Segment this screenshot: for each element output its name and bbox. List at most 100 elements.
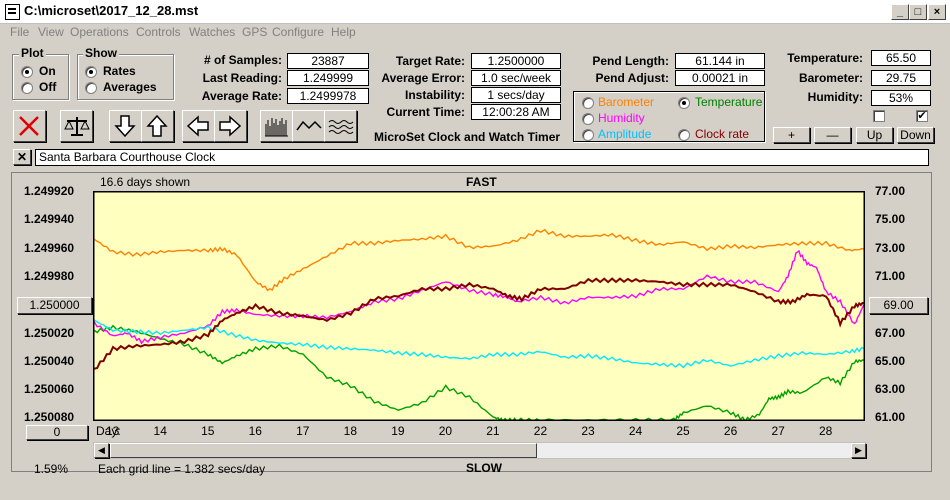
y-left-tick-label: 1.249940 [24, 212, 75, 227]
maximize-button[interactable]: □ [909, 4, 927, 20]
show-rates-radio[interactable] [85, 66, 97, 78]
temp-center-button[interactable]: 69.00 [869, 297, 928, 314]
plus-button[interactable]: + [773, 127, 810, 143]
overlay-clock-rate-label: Clock rate [695, 127, 750, 141]
plot-on-radio[interactable] [21, 66, 33, 78]
temperature-field: 65.50 [871, 50, 931, 66]
y-left-tick-label: 1.250060 [24, 382, 75, 397]
x-tick-label: 23 [581, 424, 595, 438]
y-right-tick-label: 61.00 [875, 410, 906, 425]
overlay-amplitude-radio[interactable] [582, 129, 594, 141]
grid-note: Each grid line = 1.382 secs/day [98, 462, 266, 476]
target-rate-field[interactable]: 1.2500000 [471, 53, 561, 69]
bar-graph-button[interactable] [260, 110, 293, 142]
close-button[interactable]: × [928, 4, 946, 20]
x-tick-label: 18 [343, 424, 358, 438]
humidity-field: 53% [871, 90, 931, 106]
menu-view[interactable]: View [38, 25, 64, 39]
calibrate-button[interactable] [60, 110, 93, 142]
show-averages-radio[interactable] [85, 82, 97, 94]
wave-chart-icon [328, 120, 354, 134]
arrow-down-icon [114, 115, 136, 138]
series-line-barometer [93, 228, 865, 292]
scroll-right-button[interactable] [214, 110, 247, 142]
line-graph-button[interactable] [292, 110, 325, 142]
clear-clock-button[interactable]: ✕ [13, 149, 31, 165]
y-right-tick-label: 73.00 [875, 240, 906, 255]
overlay-barometer-radio[interactable] [582, 97, 594, 109]
rate-center-button[interactable]: 1.250000 [17, 297, 92, 314]
instability-label: Instability: [404, 88, 465, 102]
current-time-label: Current Time: [386, 105, 465, 119]
fast-label: FAST [466, 175, 497, 189]
instability-field: 1 secs/day [471, 87, 561, 103]
overlay-clock-rate-radio[interactable] [678, 129, 690, 141]
show-averages-label: Averages [103, 80, 157, 94]
barometer-label: Barometer: [798, 71, 863, 85]
x-tick-label: 21 [486, 424, 500, 438]
samples-label: # of Samples: [203, 53, 282, 67]
chart-plot [93, 191, 865, 421]
bar-chart-icon [265, 118, 288, 137]
close-x-icon [19, 116, 39, 136]
x-tick-label: 28 [818, 424, 833, 438]
menu-gps[interactable]: GPS [242, 25, 268, 39]
minus-button[interactable]: — [814, 127, 851, 143]
x-tick-label: 16 [248, 424, 262, 438]
horizontal-scrollbar[interactable]: ◀ ▶ [93, 442, 867, 459]
plot-off-radio[interactable] [21, 82, 33, 94]
pend-length-label: Pend Length: [592, 54, 669, 68]
overlay-humidity-label: Humidity [598, 111, 645, 125]
pend-length-field[interactable]: 61.144 in [675, 53, 765, 69]
show-group-title: Show [83, 46, 119, 60]
checkbox-2[interactable]: ✔ [916, 110, 928, 122]
average-rate-field: 1.2499978 [287, 88, 369, 104]
down-button[interactable]: Down [897, 127, 934, 143]
slow-label: SLOW [466, 461, 502, 475]
title-bar: C:\microset\2017_12_28.mst _ □ × [0, 0, 950, 24]
menu-help[interactable]: Help [331, 25, 356, 39]
pend-adjust-label: Pend Adjust: [595, 71, 669, 85]
wave-graph-button[interactable] [324, 110, 357, 142]
scroll-up-button[interactable] [141, 110, 174, 142]
scroll-down-button[interactable] [109, 110, 142, 142]
scroll-left-button[interactable] [182, 110, 215, 142]
scroll-left-arrow-icon[interactable]: ◀ [94, 443, 109, 458]
overlay-temperature-label: Temperature [695, 95, 763, 109]
current-time-field: 12:00:28 AM [471, 104, 561, 120]
offset-zero-button[interactable]: 0 [26, 425, 88, 440]
minimize-button[interactable]: _ [891, 4, 909, 20]
series-line-clock-rate [93, 277, 865, 370]
y-right-tick-label: 77.00 [875, 184, 906, 198]
x-tick-label: 17 [296, 424, 310, 438]
target-rate-label: Target Rate: [395, 54, 465, 68]
pend-adjust-field: 0.00021 in [675, 70, 765, 86]
average-error-label: Average Error: [381, 71, 465, 85]
up-button[interactable]: Up [856, 127, 893, 143]
barometer-field: 29.75 [871, 70, 931, 86]
scroll-thumb[interactable] [110, 443, 537, 458]
last-reading-field: 1.249999 [287, 70, 369, 86]
overlay-humidity-radio[interactable] [582, 113, 594, 125]
menu-operations[interactable]: Operations [70, 25, 129, 39]
series-line-temperature [93, 324, 865, 421]
stop-button[interactable] [13, 110, 46, 142]
checkbox-1[interactable] [873, 110, 885, 122]
app-icon [5, 4, 20, 20]
clock-name-field[interactable]: Santa Barbara Courthouse Clock [35, 149, 929, 166]
scroll-right-arrow-icon[interactable]: ▶ [851, 443, 866, 458]
overlay-temperature-radio[interactable] [678, 97, 690, 109]
menu-watches[interactable]: Watches [189, 25, 236, 39]
temperature-label: Temperature: [787, 51, 863, 65]
arrow-up-icon [146, 114, 168, 137]
day-prefix: Day: [96, 424, 121, 438]
menu-configure[interactable]: Configure [272, 25, 325, 39]
x-tick-label: 19 [391, 424, 405, 438]
y-left-tick-label: 1.250080 [24, 410, 75, 425]
y-right-tick-label: 65.00 [875, 353, 906, 368]
menu-file[interactable]: File [10, 25, 30, 39]
plot-off-label: Off [39, 80, 57, 94]
last-reading-label: Last Reading: [202, 71, 282, 85]
menu-controls[interactable]: Controls [136, 25, 181, 39]
app-caption: MicroSet Clock and Watch Timer [374, 130, 561, 144]
